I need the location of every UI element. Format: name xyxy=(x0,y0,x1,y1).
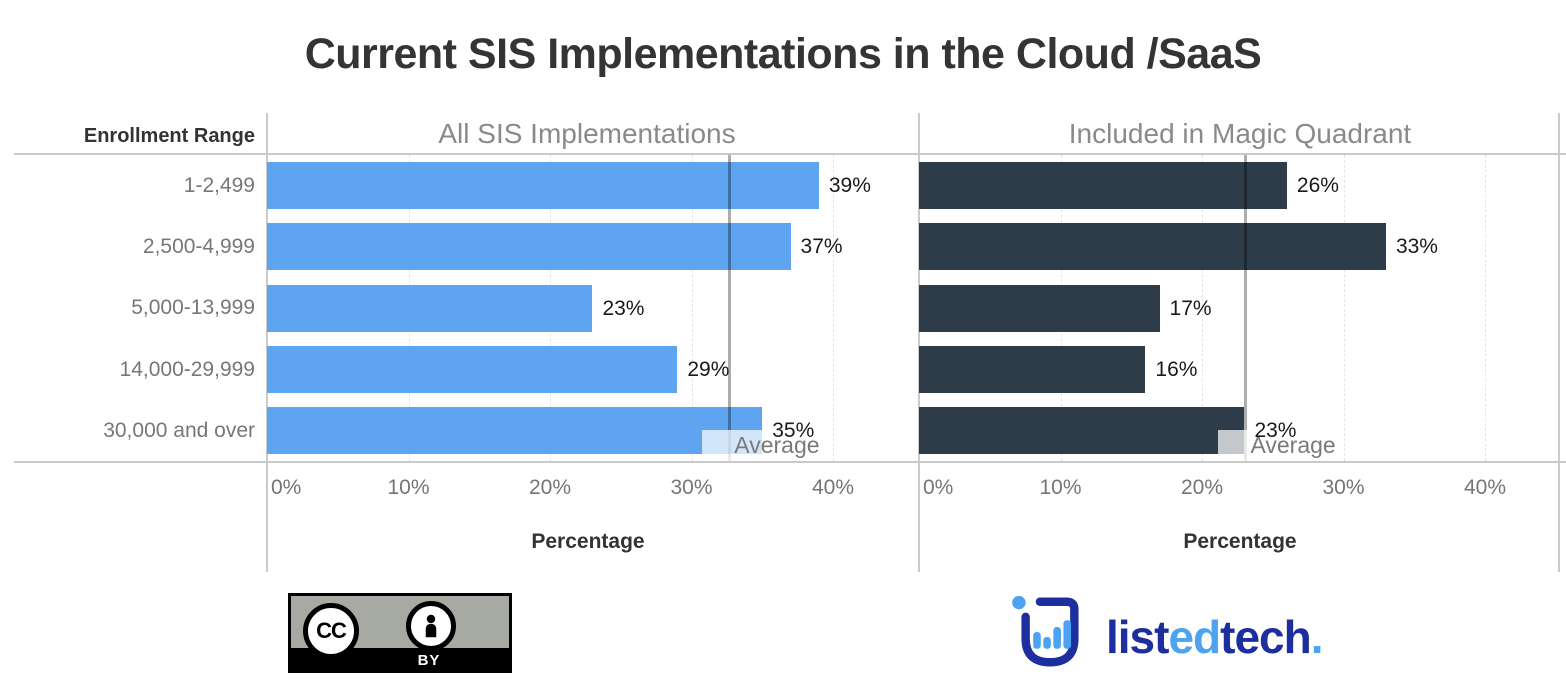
average-line-label: Average xyxy=(1218,430,1342,461)
wordmark-segment: . xyxy=(1310,611,1324,663)
bar-value-label: 23% xyxy=(602,296,645,320)
average-line xyxy=(728,155,732,461)
x-tick-label: 10% xyxy=(1039,476,1082,499)
bar xyxy=(919,406,1245,454)
bar-value-label: 35% xyxy=(772,418,815,442)
panel-title-all-sis: All SIS Implementations xyxy=(438,118,736,149)
row-label: 30,000 and over xyxy=(103,418,255,442)
bar-value-label: 16% xyxy=(1155,357,1198,381)
grid-line xyxy=(1485,155,1487,461)
bar-value-label: 37% xyxy=(800,235,843,259)
row-label: 1-2,499 xyxy=(183,174,255,197)
x-tick-label: 10% xyxy=(387,476,430,499)
grid-line xyxy=(1343,155,1346,461)
bar xyxy=(267,406,763,454)
x-axis-label-left: Percentage xyxy=(531,530,645,553)
cc-by-label: BY xyxy=(417,652,441,669)
average-line-label: Average xyxy=(702,430,826,461)
enrollment-range-header: Enrollment Range xyxy=(83,125,255,147)
panel-border-left xyxy=(266,113,268,572)
wordmark-segment: ed xyxy=(1168,611,1221,663)
bar-value-label: 23% xyxy=(1254,418,1297,442)
grid-line xyxy=(1202,155,1204,461)
bar xyxy=(267,223,791,271)
x-axis-label-right: Percentage xyxy=(1183,530,1297,553)
bar xyxy=(267,284,593,332)
bar xyxy=(919,345,1146,393)
bar xyxy=(267,162,819,210)
x-tick-label: 20% xyxy=(1180,476,1224,499)
chart-title: Current SIS Implementations in the Cloud… xyxy=(304,30,1262,78)
cc-logo-icon: CC xyxy=(303,603,359,659)
panel-title-magic-quadrant: Included in Magic Quadrant xyxy=(1068,118,1412,149)
listedtech-wordmark: listedtech. xyxy=(1106,610,1324,664)
cc-by-license-badge: BY CC xyxy=(288,593,512,673)
x-tick-label: 30% xyxy=(1322,476,1365,499)
bar-value-label: 29% xyxy=(687,357,730,381)
bar-value-label: 17% xyxy=(1169,296,1212,320)
bar xyxy=(919,162,1287,210)
wordmark-segment: list xyxy=(1106,611,1169,663)
wordmark-segment: tech xyxy=(1220,611,1312,663)
row-label: 5,000-13,999 xyxy=(131,296,255,320)
x-tick-label: 30% xyxy=(670,476,713,499)
x-tick-label: 40% xyxy=(811,476,855,499)
bar xyxy=(919,223,1386,271)
bar-value-label: 39% xyxy=(828,174,871,198)
grid-line xyxy=(691,155,694,461)
bar xyxy=(267,345,678,393)
panel-border-middle xyxy=(918,113,920,572)
cc-logo-text: CC xyxy=(316,618,347,643)
row-label: 2,500-4,999 xyxy=(142,235,255,259)
attribution-person-icon xyxy=(406,601,456,651)
x-tick-label: 20% xyxy=(528,476,572,499)
listedtech-logo-icon xyxy=(1012,595,1079,667)
listedtech-logo: listedtech. xyxy=(1008,590,1324,674)
bar xyxy=(919,284,1160,332)
bar-value-label: 26% xyxy=(1296,174,1339,198)
x-tick-label: 0% xyxy=(923,476,954,499)
row-label: 14,000-29,999 xyxy=(119,357,255,381)
person-glyph xyxy=(425,614,437,638)
panel-border-right xyxy=(1558,113,1560,572)
average-line xyxy=(1244,155,1248,461)
x-tick-label: 0% xyxy=(271,476,302,499)
axis-base-line xyxy=(14,461,1566,463)
bar-value-label: 33% xyxy=(1395,235,1438,259)
grid-line xyxy=(833,155,835,461)
header-divider-line xyxy=(14,153,1566,155)
x-tick-label: 40% xyxy=(1463,476,1507,499)
